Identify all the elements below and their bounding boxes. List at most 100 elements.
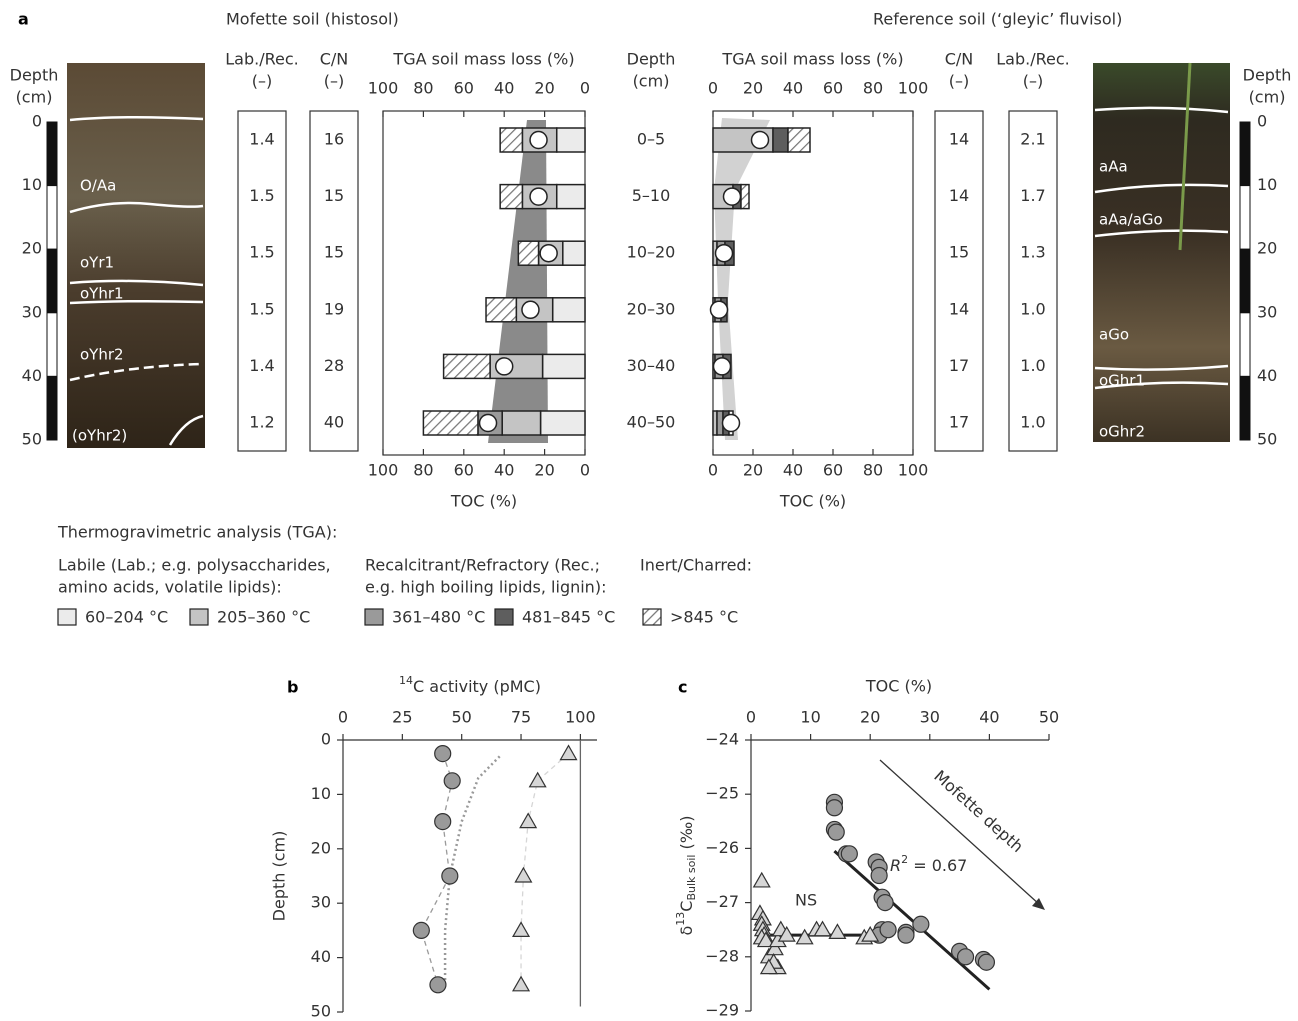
panel-label: b	[287, 678, 298, 697]
depth-scale-segment	[47, 122, 57, 186]
depth-tick-label: 20	[22, 239, 42, 258]
table-column-box	[935, 111, 983, 451]
bar-segment	[486, 298, 516, 322]
subscript: Bulk soil	[685, 855, 698, 901]
axis-title: TGA soil mass loss (%)	[721, 50, 903, 69]
depth-scale-segment	[1240, 313, 1250, 377]
depth-scale-segment	[1240, 249, 1250, 313]
data-point	[754, 873, 770, 887]
table-column-box	[1009, 111, 1057, 451]
data-point	[913, 916, 929, 932]
toc-marker	[496, 358, 513, 375]
legend-label: 205–360 °C	[217, 608, 310, 627]
annotation-text: = 0.67	[908, 856, 967, 875]
depth-label: Depth	[1243, 66, 1292, 85]
legend-label: 361–480 °C	[392, 608, 485, 627]
depth-tick-label: 50	[1257, 430, 1277, 449]
toc-marker	[540, 245, 557, 262]
category-label: 20–30	[627, 299, 676, 318]
legend-label: 60–204 °C	[85, 608, 168, 627]
table-cell: 1.2	[249, 413, 274, 432]
table-cell: 1.4	[249, 130, 274, 149]
bar-segment	[518, 241, 538, 265]
data-point	[828, 824, 844, 840]
toc-marker	[530, 132, 547, 149]
superscript: 14	[399, 674, 413, 687]
bar-segment	[741, 185, 749, 209]
x-tick-label: 100	[898, 461, 929, 480]
x-tick-label: 40	[979, 708, 999, 727]
horizon-label: O/Aa	[80, 177, 116, 195]
legend-swatch	[643, 609, 661, 625]
table-cell: 15	[324, 186, 344, 205]
x-tick-label: 40	[494, 79, 514, 98]
superscript: 2	[901, 853, 908, 866]
toc-marker	[714, 358, 731, 375]
y-tick-label: −27	[705, 892, 739, 911]
depth-tick-label: 20	[1257, 239, 1277, 258]
y-axis-title: δ13CBulk soil (‰)	[674, 815, 698, 935]
horizon-label: oYr1	[80, 254, 114, 272]
bar-segment	[557, 128, 585, 152]
annotation: R2 = 0.67	[890, 853, 967, 875]
y-tick-label: 20	[311, 838, 331, 857]
table-cell: 1.0	[1020, 356, 1045, 375]
table-header: Lab./Rec.	[996, 50, 1069, 69]
horizon-label: aAa/aGo	[1099, 211, 1163, 229]
table-cell: 1.0	[1020, 299, 1045, 318]
data-point	[430, 977, 446, 993]
legend-group-label: Recalcitrant/Refractory (Rec.;	[365, 556, 600, 575]
legend-swatch	[365, 609, 383, 625]
table-cell: 19	[324, 299, 344, 318]
data-point	[444, 773, 460, 789]
depth-scale-segment	[1240, 122, 1250, 186]
table-cell: 1.5	[249, 299, 274, 318]
bar-segment	[500, 128, 522, 152]
x-tick-label: 20	[860, 708, 880, 727]
depth-scale-segment	[47, 376, 57, 440]
bar-segment	[500, 185, 522, 209]
x-tick-label: 20	[534, 79, 554, 98]
depth-scale-segment	[1240, 376, 1250, 440]
table-cell: 15	[324, 243, 344, 262]
x-tick-label: 100	[898, 79, 929, 98]
table-column-box	[238, 111, 286, 451]
data-point	[435, 814, 451, 830]
x-tick-label: 80	[413, 461, 433, 480]
x-tick-label: 60	[454, 79, 474, 98]
x-tick-label: 40	[494, 461, 514, 480]
panel-label: c	[678, 678, 687, 697]
x-tick-label: 50	[1039, 708, 1059, 727]
panel-label: a	[18, 10, 29, 29]
toc-marker	[752, 132, 769, 149]
table-cell: 1.5	[249, 186, 274, 205]
y-axis-title-text: C	[677, 901, 696, 912]
x-tick-label: 0	[708, 461, 718, 480]
bar-segment	[502, 411, 540, 435]
x-tick-label: 50	[452, 708, 472, 727]
legend-label: 481–845 °C	[522, 608, 615, 627]
axis-title: TGA soil mass loss (%)	[392, 50, 574, 69]
depth-scale-segment	[47, 186, 57, 250]
depth-tick-label: 30	[22, 302, 42, 321]
depth-tick-label: 30	[1257, 302, 1277, 321]
x-tick-label: 0	[746, 708, 756, 727]
toc-marker	[724, 188, 741, 205]
data-point	[520, 814, 536, 828]
data-point	[435, 746, 451, 762]
x-tick-label: 100	[368, 461, 399, 480]
y-tick-label: 40	[311, 947, 331, 966]
data-point	[871, 868, 887, 884]
table-cell: 28	[324, 356, 344, 375]
horizon-label: (oYhr2)	[72, 427, 127, 445]
x-axis-title: 14C activity (pMC)	[399, 674, 541, 696]
y-tick-label: 50	[311, 1002, 331, 1021]
depth-label: (cm)	[1249, 88, 1286, 107]
horizon-label: oGhr1	[1099, 372, 1145, 390]
toc-marker	[480, 415, 497, 432]
table-cell: 1.5	[249, 243, 274, 262]
x-tick-label: 10	[800, 708, 820, 727]
bar-segment	[543, 354, 585, 378]
table-cell: 40	[324, 413, 344, 432]
depth-tick-label: 50	[22, 430, 42, 449]
